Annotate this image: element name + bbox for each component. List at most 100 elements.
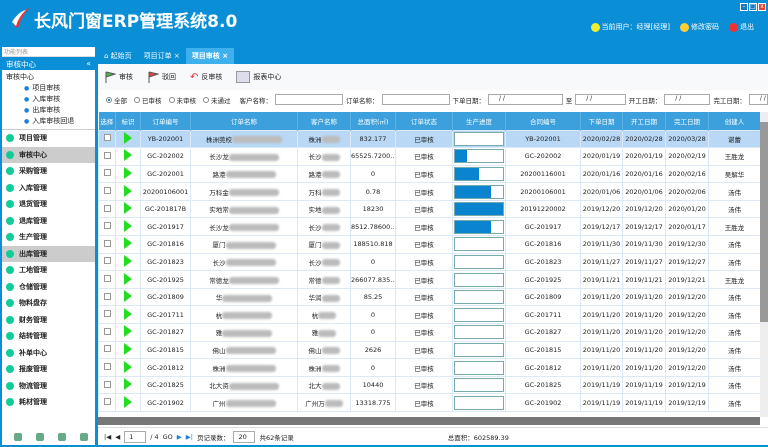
approve-button[interactable]: 审核 [104,71,133,83]
row-checkbox[interactable] [98,340,116,360]
row-checkbox[interactable] [98,147,116,166]
table-row[interactable]: GC-202001 路港 路港 0 已审核 20200116001 2020/01/16 20… [98,164,761,184]
column-header[interactable]: 总面积(㎡) [350,112,396,130]
footer-icon[interactable] [14,433,22,441]
tab-project-audit[interactable]: 项目审核 × [185,48,235,64]
order-date-to[interactable]: / / [575,94,626,105]
row-checkbox[interactable] [98,217,116,237]
order-date-from[interactable]: / / [488,94,563,105]
sidebar-item[interactable]: 耗材管理 [2,394,95,411]
change-password-link[interactable]: 修改密码 [680,22,719,32]
sidebar-item[interactable]: 退货管理 [2,196,95,213]
radio-approved[interactable]: 已审核 [130,95,162,105]
row-checkbox[interactable] [98,235,116,254]
table-row[interactable]: GC-201812 株洲 株洲 0 已审核 GC-201812 2019/11/20 2019… [98,358,761,377]
table-row[interactable]: GC-202002 长沙龙 长沙 65525.7200... 已审核 GC-202002 2… [98,147,761,166]
sidebar-item[interactable]: 物流管理 [2,378,95,395]
table-row[interactable]: GC-201823 长沙 长沙 0 已审核 GC-201823 2019/11/27 2019… [98,252,761,272]
radio-rejected[interactable]: 未通过 [199,95,231,105]
column-header[interactable]: 开工日期 [622,112,666,130]
report-center-button[interactable]: 报表中心 [236,71,281,83]
last-page-button[interactable]: ▶| [185,432,193,441]
row-checkbox[interactable] [98,287,116,307]
sidebar-item[interactable]: 出库管理 [2,245,95,262]
sidebar-item[interactable]: 结转管理 [2,328,95,345]
go-button[interactable]: GO [162,432,173,441]
finish-date-input[interactable]: / / [748,94,768,105]
column-header[interactable]: 合同编号 [505,112,581,130]
vertical-scrollbar[interactable] [760,112,768,417]
row-checkbox[interactable] [98,323,116,342]
column-header[interactable]: 选择 [98,112,116,130]
table-row[interactable]: GC-201827 雅雅 0 已审核 GC-201827 2019/11/20 2019/1… [98,323,761,342]
prev-page-button[interactable]: ◀ [115,432,121,441]
table-row[interactable]: GC-201809 华华润 85.25 已审核 GC-201809 2019/11/20 2… [98,287,761,307]
column-header[interactable]: 订单名称 [190,112,298,130]
tree-item-outbound-audit[interactable]: 出库审核 [6,105,91,116]
column-header[interactable]: 订单编号 [140,112,191,130]
row-checkbox[interactable] [98,199,116,219]
radio-all[interactable]: 全部 [102,95,127,105]
cart-icon[interactable] [36,433,44,441]
page-input[interactable]: 1 [124,430,147,443]
table-row[interactable]: GC-201817B 实地常 实地 18230 已审核 20191220002 2019/1… [98,199,761,219]
maximize-button[interactable]: □ [749,3,757,11]
radio-unapproved[interactable]: 未审核 [165,95,196,105]
order-name-input[interactable] [381,94,450,105]
tree-item-inbound-rollback[interactable]: 入库审核回退 [6,116,91,127]
logout-link[interactable]: 退出 [729,22,754,32]
table-row[interactable]: GC-201815 佛山 佛山 2626 已审核 GC-201815 2019/11/20 2… [98,340,761,360]
footer-icon[interactable] [58,433,66,441]
tab-home[interactable]: ⌂ 起始页 [104,52,132,60]
row-checkbox[interactable] [98,375,116,395]
sidebar-item[interactable]: 财务管理 [2,312,95,329]
column-header[interactable]: 订单状态 [395,112,453,130]
sidebar-item[interactable]: 工地管理 [2,262,95,279]
sidebar-item[interactable]: 补单中心 [2,345,95,362]
minimize-button[interactable]: – [740,3,748,11]
table-row[interactable]: GC-201917 长沙龙 长沙 8512.78600... 已审核 GC-201917 2… [98,217,761,237]
column-header[interactable]: 完工日期 [665,112,709,130]
row-checkbox[interactable] [98,270,116,289]
sidebar-item[interactable]: 生产管理 [2,229,95,246]
sidebar-section-header[interactable]: 审核中心 « [2,57,95,70]
sidebar-item[interactable]: 物料盘存 [2,295,95,312]
table-row[interactable]: GC-201902 广州 广州万 13318.775 已审核 GC-201902 2019/… [98,393,761,412]
row-checkbox[interactable] [98,164,116,184]
table-row[interactable]: GC-201925 常德龙 常德 266077.835... 已审核 GC-201925 2… [98,270,761,289]
unapprove-button[interactable]: ↶ 反审核 [190,71,223,83]
row-checkbox[interactable] [98,129,116,149]
tree-item-project-audit[interactable]: 项目审核 [6,83,91,94]
row-checkbox[interactable] [98,252,116,272]
column-header[interactable]: 标识 [115,112,141,130]
tree-root[interactable]: 审核中心 [6,73,34,81]
row-checkbox[interactable] [98,182,116,201]
column-header[interactable]: 客户名称 [297,112,351,130]
customer-input[interactable] [275,94,343,105]
tree-item-inbound-audit[interactable]: 入库审核 [6,94,91,105]
sidebar-item[interactable]: 审核中心 [2,146,95,163]
sidebar-item[interactable]: 项目管理 [2,130,95,147]
start-date-input[interactable]: / / [664,94,711,105]
tab-project-orders[interactable]: 项目订单 × [143,52,180,60]
collapse-icon[interactable]: « [86,59,91,68]
table-row[interactable]: GC-201711 杭杭 0 已审核 GC-201711 2019/11/20 2019/1… [98,305,761,325]
table-row[interactable]: GC-201816 厦门 厦门 188510.818 已审核 GC-201816 2019/… [98,235,761,254]
table-row[interactable]: GC-201825 北大资 北大 10440 已审核 GC-201825 2019/11/1… [98,375,761,395]
sidebar-item[interactable]: 仓储管理 [2,279,95,296]
table-row[interactable]: 20200106001 万科金 万科 0.78 已审核 20200106001 2020/0… [98,182,761,201]
sidebar-item[interactable]: 采购管理 [2,163,95,180]
horizontal-scrollbar[interactable] [98,417,760,425]
next-page-button[interactable]: ▶ [176,432,182,441]
sidebar-item[interactable]: 退库管理 [2,213,95,230]
close-button[interactable]: x [758,3,766,11]
row-checkbox[interactable] [98,305,116,325]
row-checkbox[interactable] [98,393,116,412]
reject-button[interactable]: 驳回 [147,71,176,83]
sidebar-item[interactable]: 入库管理 [2,180,95,197]
column-header[interactable]: 生产进度 [452,112,506,130]
sidebar-item[interactable]: 报废管理 [2,361,95,378]
page-size-input[interactable]: 20 [233,430,256,443]
table-row[interactable]: YB-202001 株洲莞校 株洲 832.177 已审核 YB-202001 2020/0… [98,129,761,149]
column-header[interactable]: 创建人 [708,112,761,130]
